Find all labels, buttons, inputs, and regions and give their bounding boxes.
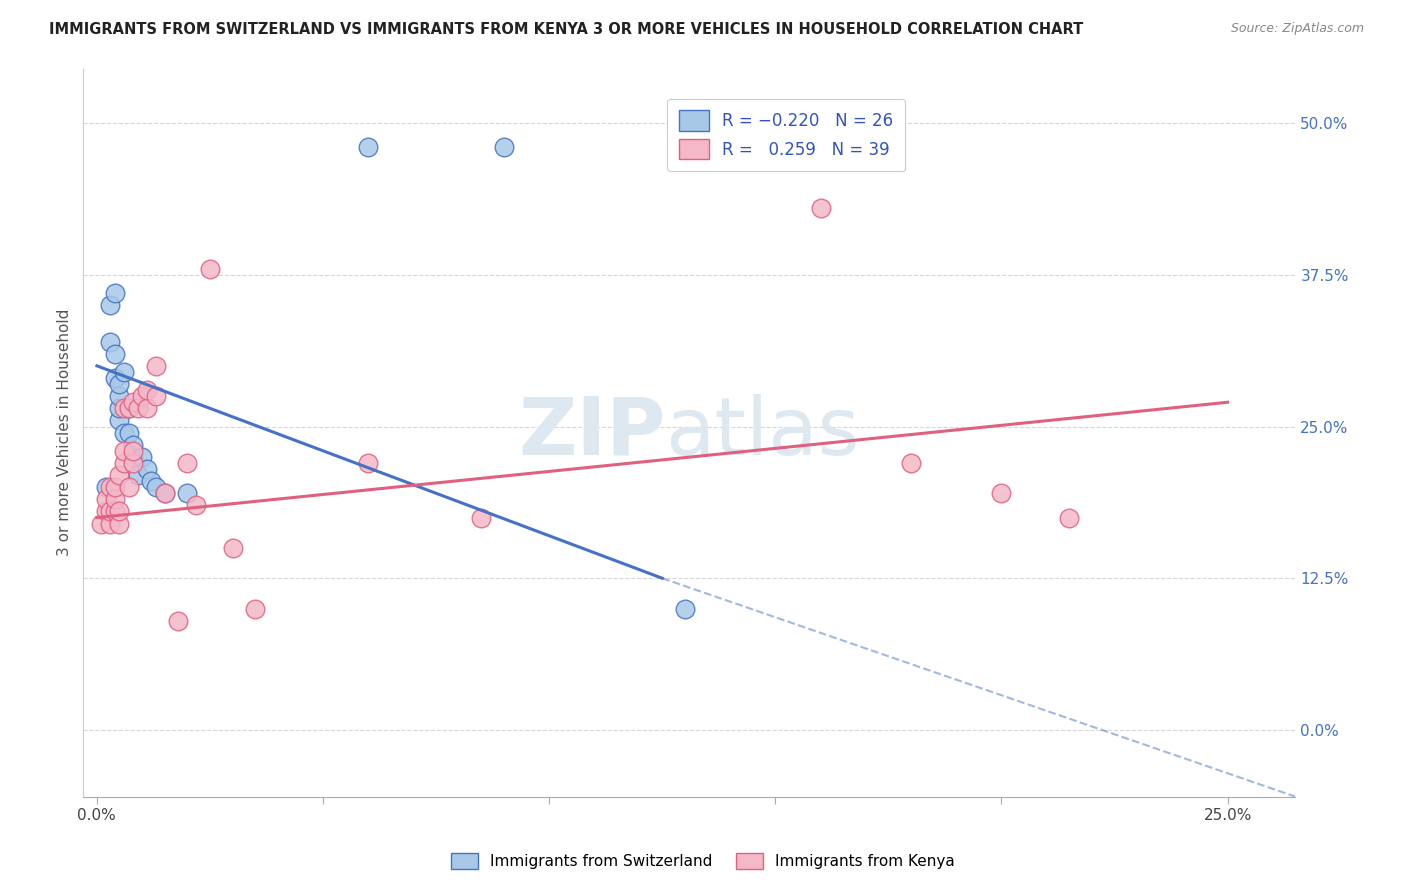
Point [117,425,139,440]
Point [221,541,243,555]
Point [470,510,492,524]
Point [104,492,127,507]
Point [153,486,176,500]
Point [100,480,122,494]
Point [112,401,135,416]
Point [135,401,157,416]
Point [135,462,157,476]
Point [108,413,131,427]
Point [145,389,167,403]
Point [176,456,198,470]
Point [492,140,515,154]
Point [176,486,198,500]
Point [112,443,135,458]
Point [108,504,131,518]
Point [117,480,139,494]
Point [1059,510,1081,524]
Point [122,395,145,409]
Point [112,425,135,440]
Point [94,504,117,518]
Point [243,601,266,615]
Point [990,486,1012,500]
Point [900,456,922,470]
Point [108,468,131,483]
Point [145,359,167,373]
Point [104,347,127,361]
Point [357,456,380,470]
Point [122,456,145,470]
Point [122,450,145,464]
Legend: Immigrants from Switzerland, Immigrants from Kenya: Immigrants from Switzerland, Immigrants … [444,847,962,875]
Point [108,377,131,392]
Point [104,480,127,494]
Point [100,298,122,312]
Point [104,371,127,385]
Point [100,504,122,518]
Text: ZIP: ZIP [517,393,665,472]
Point [108,516,131,531]
Point [139,474,162,488]
Legend: R = −0.220   N = 26, R =   0.259   N = 39: R = −0.220 N = 26, R = 0.259 N = 39 [668,99,905,171]
Point [117,401,139,416]
Point [94,492,117,507]
Text: atlas: atlas [665,393,859,472]
Point [131,389,153,403]
Point [357,140,380,154]
Point [104,286,127,301]
Point [145,480,167,494]
Point [112,456,135,470]
Point [810,201,832,215]
Point [100,334,122,349]
Y-axis label: 3 or more Vehicles in Household: 3 or more Vehicles in Household [58,309,72,557]
Point [135,383,157,397]
Point [186,499,208,513]
Point [198,261,221,276]
Point [100,516,122,531]
Point [153,486,176,500]
Text: IMMIGRANTS FROM SWITZERLAND VS IMMIGRANTS FROM KENYA 3 OR MORE VEHICLES IN HOUSE: IMMIGRANTS FROM SWITZERLAND VS IMMIGRANT… [49,22,1084,37]
Point [122,443,145,458]
Point [108,389,131,403]
Point [108,401,131,416]
Point [104,504,127,518]
Point [90,516,112,531]
Point [167,614,190,628]
Point [673,601,696,615]
Point [131,450,153,464]
Point [122,438,145,452]
Text: Source: ZipAtlas.com: Source: ZipAtlas.com [1230,22,1364,36]
Point [94,480,117,494]
Point [127,401,149,416]
Point [127,468,149,483]
Point [117,401,139,416]
Point [112,365,135,379]
